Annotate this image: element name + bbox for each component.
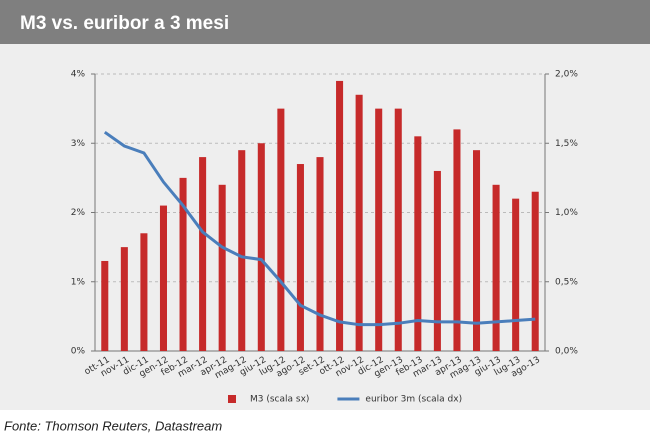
bar bbox=[512, 198, 520, 351]
bar bbox=[199, 157, 207, 351]
bar bbox=[159, 205, 167, 351]
y2-tick-label: 0,5% bbox=[555, 277, 578, 287]
bar bbox=[238, 150, 246, 351]
y2-tick-label: 1,5% bbox=[555, 139, 578, 149]
bar bbox=[433, 170, 441, 351]
bar bbox=[120, 247, 128, 351]
bar bbox=[394, 108, 402, 351]
y-tick-label: 1% bbox=[71, 277, 86, 287]
y2-tick-label: 1,0% bbox=[555, 208, 578, 218]
legend-label: euribor 3m (scala dx) bbox=[365, 395, 462, 405]
bar bbox=[355, 94, 363, 352]
y-tick-label: 0% bbox=[71, 347, 86, 357]
line bbox=[103, 130, 536, 327]
panel bbox=[0, 44, 650, 410]
y-tick-label: 2% bbox=[71, 208, 86, 218]
legend-swatch bbox=[228, 395, 236, 403]
bar bbox=[296, 164, 304, 351]
bar bbox=[218, 184, 226, 351]
chart-title: M3 vs. euribor a 3 mesi bbox=[20, 13, 229, 34]
y-tick-label: 3% bbox=[71, 139, 86, 149]
y-tick-label: 4% bbox=[71, 70, 86, 80]
bar bbox=[473, 150, 481, 351]
bar bbox=[336, 80, 344, 352]
bar bbox=[531, 191, 539, 351]
bar bbox=[257, 143, 265, 351]
header-bar bbox=[0, 0, 650, 44]
legend-label: M3 (scala sx) bbox=[250, 395, 309, 405]
bar bbox=[101, 260, 109, 351]
bar bbox=[316, 157, 324, 351]
bar bbox=[453, 129, 461, 351]
y2-tick-label: 0,0% bbox=[555, 347, 578, 357]
bar bbox=[375, 108, 383, 351]
source: Fonte: Thomson Reuters, Datastream bbox=[4, 418, 222, 433]
y2-tick-label: 2,0% bbox=[555, 70, 578, 80]
bar bbox=[492, 184, 500, 351]
bar bbox=[414, 136, 422, 351]
bar bbox=[277, 108, 285, 351]
bar bbox=[140, 233, 148, 351]
bar bbox=[179, 177, 187, 351]
